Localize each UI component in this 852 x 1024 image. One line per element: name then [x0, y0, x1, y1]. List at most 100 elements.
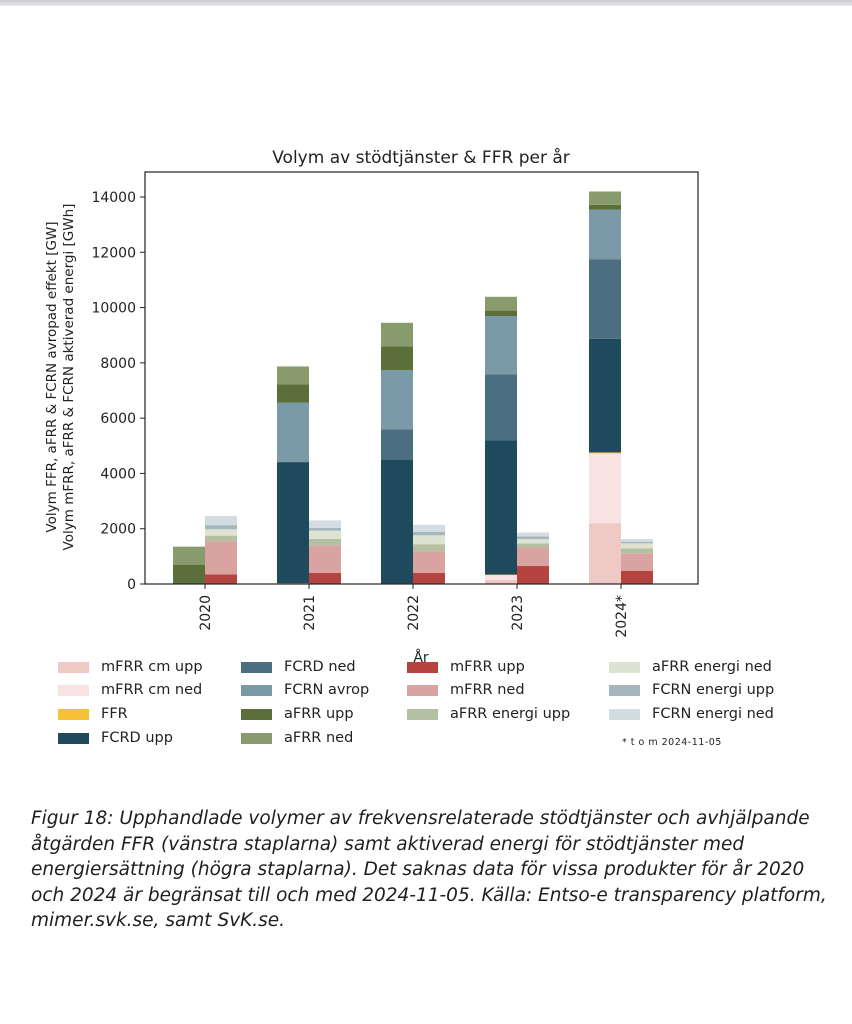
legend-label: mFRR ned — [450, 682, 525, 698]
y-tick-label: 14000 — [91, 190, 136, 206]
bar-segment — [205, 541, 237, 575]
legend-swatch — [58, 732, 89, 744]
y-tick-label: 4000 — [100, 466, 136, 482]
legend-swatch — [241, 708, 272, 720]
y-tick-label: 10000 — [91, 301, 136, 317]
legend-label: mFRR cm ned — [101, 682, 203, 698]
bar-segment — [517, 566, 549, 584]
bar-segment — [621, 548, 653, 554]
bar-segment — [413, 572, 445, 584]
bar-segment — [173, 564, 205, 584]
bar-segment — [517, 532, 549, 537]
legend-label: mFRR upp — [450, 659, 525, 675]
bar-segment — [205, 525, 237, 530]
bar-segment — [173, 546, 205, 565]
x-tick-label: 2024* — [614, 595, 630, 638]
legend-label: aFRR ned — [284, 730, 354, 746]
legend-swatch — [241, 732, 272, 744]
bar-segment — [589, 453, 621, 524]
legend-swatch — [407, 661, 438, 673]
bars — [173, 191, 653, 584]
y-axis-label-line-1: Volym FFR, aFRR & FCRN avropad effekt [G… — [44, 221, 60, 532]
bar-segment — [381, 346, 413, 371]
bar-segment — [589, 204, 621, 210]
legend-item: aFRR ned — [241, 728, 353, 748]
bar-segment — [381, 370, 413, 430]
bar-segment — [589, 338, 621, 453]
bar-segment — [205, 535, 237, 542]
legend-swatch — [407, 684, 438, 696]
legend-item: FCRN avrop — [241, 680, 369, 700]
stacked-bar-chart: Volym av stödtjänster & FFR per år Volym… — [44, 147, 699, 666]
bar-segment — [277, 384, 309, 403]
legend-swatch — [407, 708, 438, 720]
bar-segment — [205, 515, 237, 526]
legend-item: aFRR energi ned — [609, 657, 772, 677]
bar-segment — [621, 553, 653, 571]
bar-segment — [485, 440, 517, 575]
x-tick-label: 2020 — [198, 595, 214, 631]
y-axis-ticks: 0 2000 4000 6000 8000 10000 12000 14000 — [91, 190, 145, 593]
bar-segment — [485, 579, 517, 584]
legend-label: FCRD upp — [101, 730, 173, 746]
legend-swatch — [58, 708, 89, 720]
legend-item: FCRD ned — [241, 657, 356, 677]
legend-item: aFRR upp — [241, 704, 354, 724]
bar-segment — [205, 529, 237, 536]
bar-segment — [621, 570, 653, 584]
bar-segment — [485, 310, 517, 317]
bar-segment — [413, 551, 445, 573]
bar-segment — [589, 259, 621, 339]
legend-item: mFRR cm ned — [58, 680, 202, 700]
legend-label: FCRN avrop — [284, 682, 370, 698]
chart-legend: mFRR cm upp mFRR cm ned FFR FCRD upp FCRD ne… — [58, 657, 818, 757]
legend-swatch — [609, 661, 640, 673]
bar-segment — [485, 574, 517, 576]
x-tick-label: 2022 — [406, 595, 422, 631]
bar-segment — [413, 524, 445, 532]
bar-segment — [485, 374, 517, 441]
bar-segment — [309, 538, 341, 546]
bar-segment — [277, 402, 309, 463]
y-tick-label: 8000 — [100, 356, 136, 372]
bar-segment — [413, 535, 445, 545]
legend-item: mFRR ned — [407, 680, 525, 700]
legend-item: mFRR cm upp — [58, 657, 203, 677]
legend-label: aFRR energi ned — [652, 659, 772, 675]
bar-segment — [517, 536, 549, 540]
bar-segment — [517, 547, 549, 567]
bar-segment — [309, 572, 341, 584]
x-tick-label: 2023 — [510, 595, 526, 631]
bar-segment — [309, 527, 341, 531]
legend-swatch — [241, 661, 272, 673]
chart-footnote: * t o m 2024-11-05 — [622, 737, 722, 748]
legend-item: FCRN energi upp — [609, 680, 774, 700]
legend-label: FFR — [101, 706, 128, 722]
legend-swatch — [58, 661, 89, 673]
legend-label: aFRR energi upp — [450, 706, 571, 722]
x-tick-label: 2021 — [302, 595, 318, 631]
bar-segment — [381, 322, 413, 347]
bar-segment — [621, 543, 653, 549]
legend-item: aFRR energi upp — [407, 704, 570, 724]
plot-frame — [144, 171, 699, 585]
legend-label: FCRN energi upp — [652, 682, 775, 698]
chart-title: Volym av stödtjänster & FFR per år — [272, 147, 570, 168]
legend-item: FCRD upp — [58, 728, 173, 748]
y-tick-label: 6000 — [100, 411, 136, 427]
legend-label: FCRN energi ned — [652, 706, 774, 722]
bar-segment — [589, 452, 621, 454]
legend-swatch — [609, 708, 640, 720]
legend-swatch — [609, 684, 640, 696]
bar-segment — [309, 520, 341, 528]
y-axis-label-line-2: Volym mFRR, aFRR & FCRN aktiverad energi… — [61, 204, 77, 551]
bar-segment — [277, 462, 309, 584]
legend-label: aFRR upp — [284, 706, 354, 722]
bar-segment — [309, 545, 341, 573]
legend-label: mFRR cm upp — [101, 659, 203, 675]
bar-segment — [589, 209, 621, 260]
legend-label: FCRD ned — [284, 659, 356, 675]
bar-segment — [413, 544, 445, 552]
bar-segment — [589, 523, 621, 584]
y-tick-label: 2000 — [100, 522, 136, 538]
